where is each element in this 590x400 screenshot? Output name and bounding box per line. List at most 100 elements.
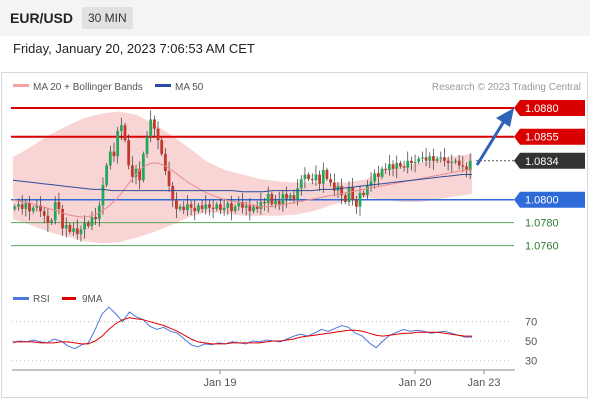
candle-body [244,205,248,208]
candle-body [285,194,288,199]
candle-body [105,165,109,185]
chart-frame [1,72,588,398]
candle-body [127,140,131,166]
candle-body [266,194,270,204]
rsi-ma-legend-label: 9MA [82,294,103,305]
watermark: Research © 2023 Trading Central [432,82,581,93]
candle-body [314,174,318,181]
candle-body [443,157,446,161]
candle-body [292,195,296,200]
candle-body [75,228,79,235]
candle-body [130,165,134,177]
candle-body [20,204,24,209]
candle-body [465,166,468,170]
candle-body [288,195,292,199]
candle-body [138,168,142,181]
candle-body [432,156,435,161]
candle-body [263,202,266,204]
candle-body [152,119,156,129]
candle-body [325,169,329,180]
candle-body [211,207,215,209]
candle-body [101,184,105,206]
candle-body [237,202,241,207]
rsi-tick-label: 50 [525,336,537,348]
candle-body [215,204,219,209]
candle-body [83,222,86,230]
candle-body [354,199,358,207]
candle-body [50,220,53,223]
candle-body [399,163,402,167]
candle-body [270,194,274,205]
candle-body [46,215,50,223]
candle-body [94,216,98,220]
rsi-ma-legend-swatch [62,297,76,300]
level-tag-1.0760: 1.0760 [525,241,559,253]
candle-body [421,157,424,159]
candle-body [310,179,314,181]
level-tag-1.0800: 1.0800 [525,195,559,207]
ma50-line [12,174,472,193]
candle-body [358,192,362,207]
ma20-line [12,162,472,218]
candle-body [299,179,303,189]
candle-body [376,173,380,177]
candle-body [197,205,200,212]
candle-body [24,203,28,209]
candle-body [119,125,123,131]
candle-body [387,164,391,170]
x-tick-label: Jan 23 [467,377,500,389]
symbol-label: EUR/USD [10,10,74,26]
candle-body [406,160,410,168]
ma50-legend-swatch [155,84,171,87]
candle-body [149,119,153,137]
candle-body [329,179,333,183]
candle-body [402,166,406,168]
bb-legend-swatch [13,84,29,87]
candle-body [417,158,421,162]
candle-body [424,157,428,161]
candle-body [373,173,377,182]
candle-body [439,157,443,159]
candle-body [28,203,31,212]
x-tick-label: Jan 20 [398,377,431,389]
candle-body [321,169,325,184]
candle-body [17,204,20,207]
timeframe-button[interactable]: 30 MIN [82,7,133,29]
candle-body [252,206,255,212]
candle-body [68,224,72,232]
candle-body [116,130,120,157]
candle-body [35,205,39,208]
candle-body [64,224,68,229]
level-tag-bg-1.0880 [514,100,585,117]
candle-body [171,185,175,200]
candle-body [395,163,399,169]
candle-body [145,136,149,154]
candle-body [61,208,64,229]
candle-body [156,128,160,141]
candle-body [248,205,252,212]
candle-body [347,187,351,203]
candle-body [208,204,211,208]
candle-body [351,187,355,200]
ma50-legend-label: MA 50 [175,82,204,93]
candle-body [454,160,457,162]
candle-body [90,216,94,227]
candle-body [384,168,388,170]
candle-body [39,205,42,212]
candle-body [391,164,395,169]
level-tag-bg-1.0800 [514,191,585,208]
candle-body [112,151,116,157]
candle-body [230,203,233,212]
datetime-label: Friday, January 20, 2023 7:06:53 AM CET [13,41,255,56]
candle-body [281,194,285,205]
candle-body [340,185,344,196]
projection-arrow-head [496,108,514,127]
level-tag-1.0834: 1.0834 [525,156,559,168]
candle-body [343,195,347,203]
candle-body [296,188,299,200]
rsi-ma-line [13,317,472,345]
candle-body [380,168,384,177]
candle-body [219,204,222,211]
candle-body [175,199,178,209]
